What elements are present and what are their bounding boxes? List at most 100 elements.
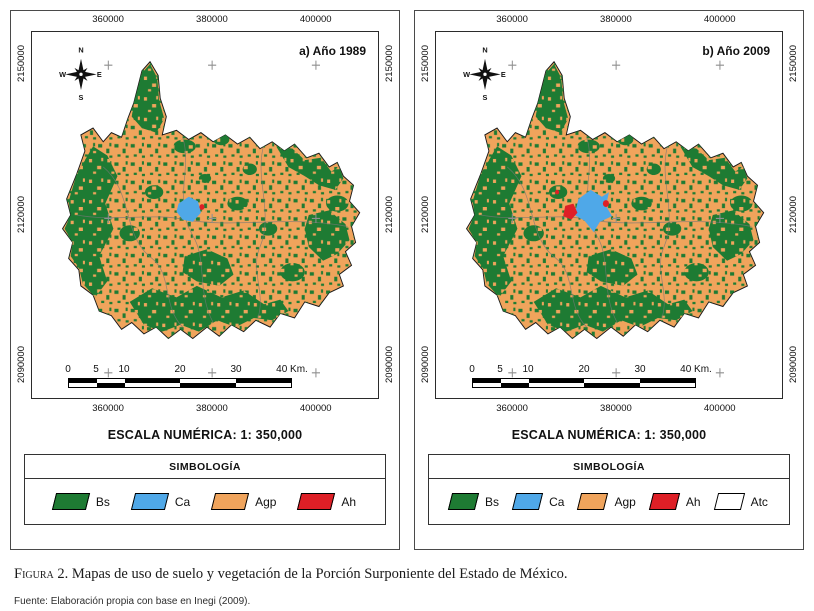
legend-label-ah: Ah (341, 494, 357, 509)
legend-swatch-ca (511, 493, 544, 510)
svg-text:E: E (97, 70, 102, 79)
legend-label-agp: Agp (614, 494, 636, 509)
y-axis-left-labels: 2150000 2120000 2090000 (11, 31, 31, 399)
scale-tick: 0 (469, 364, 475, 375)
land-use-map-2009 (465, 60, 765, 378)
svg-text:W: W (463, 70, 470, 79)
x-coord-label: 400000 (703, 403, 736, 414)
legend-swatch-ca (130, 493, 169, 510)
legend-item-ah: Ah (297, 493, 357, 510)
y-coord-label: 2120000 (787, 195, 799, 233)
figure-caption: Figura 2. Mapas de uso de suelo y vegeta… (14, 566, 808, 583)
legend-box-2009: SIMBOLOGÍA Bs Ca Agp (428, 454, 790, 525)
y-coord-label: 2120000 (383, 195, 395, 233)
x-coord-label: 400000 (299, 14, 332, 25)
y-coord-label: 2090000 (15, 346, 27, 383)
x-coord-label: 360000 (496, 403, 528, 414)
y-coord-label: 2150000 (15, 45, 27, 82)
x-axis-top-labels: 360000 380000 400000 (32, 14, 378, 29)
legend-items: Bs Ca Agp Ah (25, 479, 385, 524)
scale-tick: 5 (93, 364, 99, 375)
scale-tick: 10 (522, 364, 534, 375)
legend-title: SIMBOLOGÍA (429, 455, 789, 479)
scale-tick-labels: 0 5 10 20 30 40 Km. (469, 364, 712, 378)
figure-caption-label: Figura 2. (14, 566, 69, 582)
scale-tick: 30 (634, 364, 646, 375)
svg-text:W: W (59, 70, 66, 79)
scale-tick: 30 (230, 364, 242, 375)
legend-swatch-agp (210, 493, 250, 510)
figure-caption-text: Mapas de uso de suelo y vegetación de la… (68, 566, 568, 582)
legend-label-ca: Ca (549, 494, 565, 509)
legend-label-bs: Bs (485, 494, 500, 509)
legend-swatch-bs (51, 493, 91, 510)
scale-tick: 40 Km. (276, 364, 308, 375)
scale-tick: 0 (65, 364, 71, 375)
numeric-scale-label: ESCALA NUMÉRICA: 1: 350,000 (107, 428, 303, 442)
scale-bar-assembly: 0 5 10 20 30 40 Km. (65, 364, 308, 388)
year-label-1989: a) Año 1989 (299, 44, 366, 58)
svg-text:E: E (501, 70, 506, 79)
svg-text:N: N (78, 45, 83, 54)
map-row: 2150000 2120000 2090000 (11, 31, 399, 399)
scale-bar (472, 378, 696, 388)
legend-item-ah: Ah (648, 493, 701, 510)
urban-area-marker (555, 189, 560, 195)
map-canvas-1989: N S E W a) Año 1989 0 5 10 20 30 (31, 31, 379, 399)
scale-bar (68, 378, 292, 388)
x-axis-bottom-labels: 360000 380000 400000 (436, 403, 782, 418)
map-panel-1989: 360000 380000 400000 2150000 2120000 209… (10, 10, 400, 550)
scale-tick: 20 (174, 364, 186, 375)
legend-label-agp: Agp (255, 494, 277, 509)
legend-title: SIMBOLOGÍA (25, 455, 385, 479)
x-axis-bottom-labels: 360000 380000 400000 (32, 403, 378, 418)
y-coord-label: 2090000 (787, 346, 799, 383)
map-panel-2009: 360000 380000 400000 2150000 2120000 209… (414, 10, 804, 550)
legend-label-bs: Bs (95, 494, 110, 509)
legend-item-ca: Ca (511, 493, 565, 510)
scale-tick: 5 (497, 364, 503, 375)
y-coord-label: 2120000 (419, 195, 431, 233)
legend-swatch-ah (648, 493, 680, 510)
y-axis-right-labels: 2150000 2120000 2090000 (379, 31, 399, 399)
y-coord-label: 2090000 (383, 346, 395, 383)
scale-tick: 10 (118, 364, 130, 375)
y-coord-label: 2150000 (419, 45, 431, 82)
y-coord-label: 2120000 (15, 195, 27, 233)
map-panels: 360000 380000 400000 2150000 2120000 209… (10, 10, 808, 550)
x-coord-label: 380000 (600, 14, 632, 25)
numeric-scale-label: ESCALA NUMÉRICA: 1: 350,000 (511, 428, 707, 442)
legend-label-atc: Atc (750, 494, 768, 509)
x-coord-label: 400000 (299, 403, 332, 414)
scale-tick: 40 Km. (680, 364, 712, 375)
y-axis-right-labels: 2150000 2120000 2090000 (783, 31, 803, 399)
x-coord-label: 380000 (196, 14, 228, 25)
x-coord-label: 400000 (703, 14, 736, 25)
urban-area-marker (602, 200, 609, 207)
y-coord-label: 2150000 (787, 45, 799, 82)
legend-item-bs: Bs (51, 493, 110, 510)
x-coord-label: 360000 (92, 14, 124, 25)
legend-label-ah: Ah (685, 494, 701, 509)
svg-text:S: S (79, 93, 84, 101)
x-coord-label: 380000 (600, 403, 632, 414)
lake-water-body (176, 196, 201, 222)
x-axis-top-labels: 360000 380000 400000 (436, 14, 782, 29)
legend-item-ca: Ca (130, 493, 191, 510)
x-coord-label: 380000 (196, 403, 228, 414)
svg-text:S: S (483, 93, 488, 101)
y-coord-label: 2090000 (419, 346, 431, 383)
legend-item-agp: Agp (210, 493, 277, 510)
y-axis-left-labels: 2150000 2120000 2090000 (415, 31, 435, 399)
scale-tick-labels: 0 5 10 20 30 40 Km. (65, 364, 308, 378)
legend-swatch-atc (713, 493, 745, 510)
scale-tick: 20 (578, 364, 590, 375)
urban-area-marker (563, 203, 578, 220)
y-coord-label: 2150000 (383, 45, 395, 82)
svg-text:N: N (482, 45, 487, 54)
legend-item-agp: Agp (577, 493, 636, 510)
x-coord-label: 360000 (496, 14, 528, 25)
map-canvas-2009: N S E W b) Año 2009 0 5 10 20 30 (435, 31, 783, 399)
map-row: 2150000 2120000 2090000 (415, 31, 803, 399)
legend-label-ca: Ca (174, 494, 191, 509)
